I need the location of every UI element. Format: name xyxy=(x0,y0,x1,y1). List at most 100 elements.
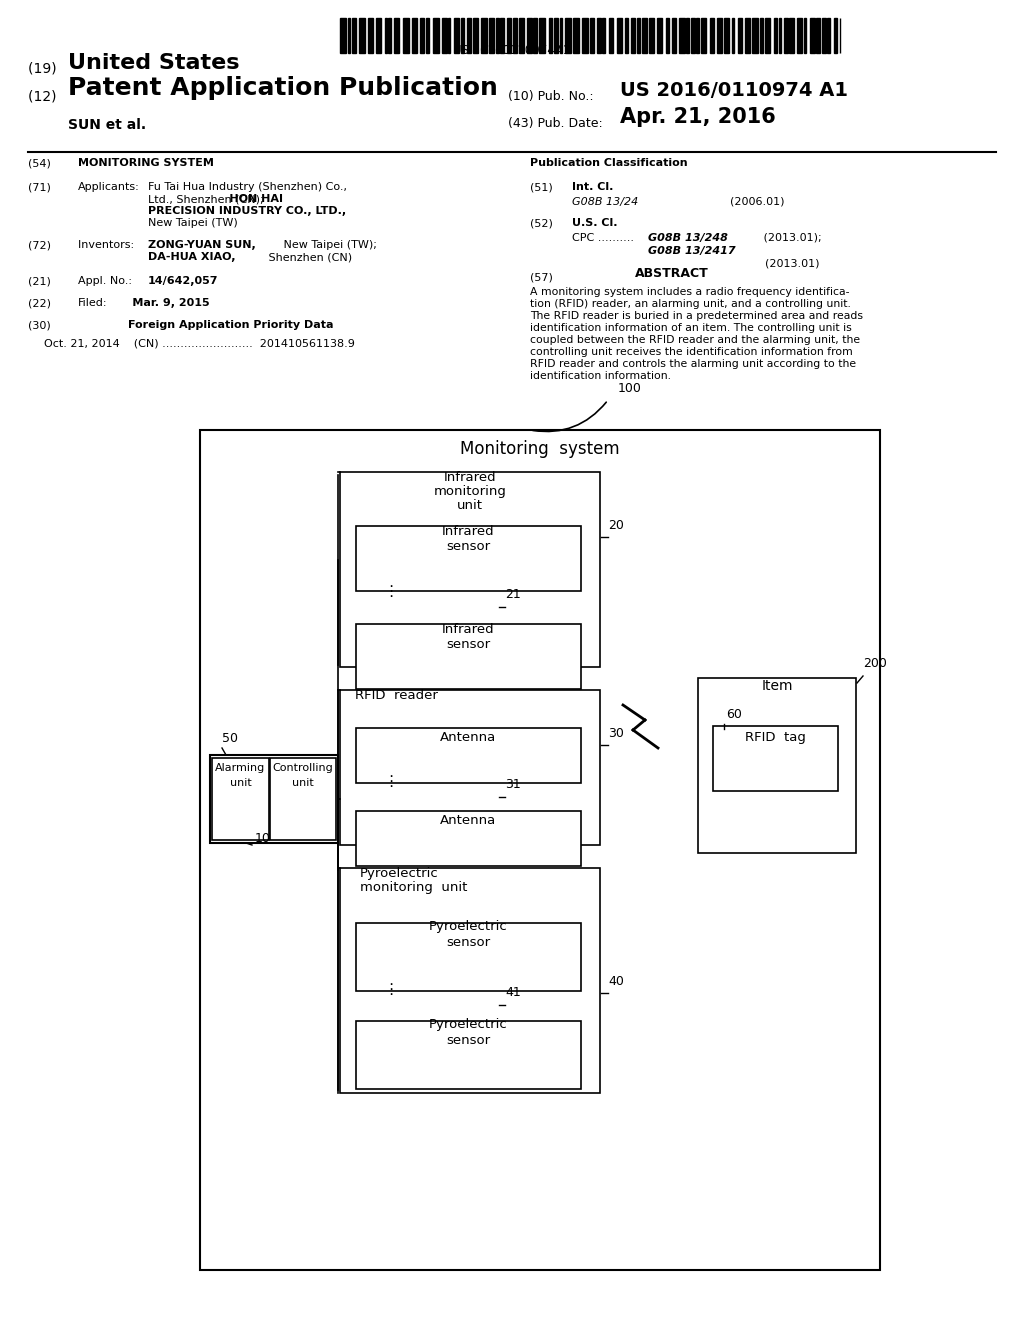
Bar xyxy=(385,18,387,53)
Bar xyxy=(340,473,600,667)
Text: (2006.01): (2006.01) xyxy=(730,197,784,207)
Text: Ltd., Shenzhen (CN);: Ltd., Shenzhen (CN); xyxy=(148,194,267,205)
Text: 100: 100 xyxy=(618,381,642,395)
Bar xyxy=(359,18,365,53)
Text: Pyroelectric: Pyroelectric xyxy=(429,920,508,933)
Bar xyxy=(657,18,663,53)
Bar xyxy=(810,18,815,53)
Text: US 2016/0110974 A1: US 2016/0110974 A1 xyxy=(620,81,848,100)
Text: ABSTRACT: ABSTRACT xyxy=(635,267,709,280)
Bar xyxy=(554,18,558,53)
Text: Item: Item xyxy=(761,678,793,693)
Text: MONITORING SYSTEM: MONITORING SYSTEM xyxy=(78,158,214,168)
Bar xyxy=(642,18,646,53)
Bar xyxy=(765,18,770,53)
Text: Filed:: Filed: xyxy=(78,298,108,308)
Text: 10: 10 xyxy=(255,832,271,845)
Text: Antenna: Antenna xyxy=(440,814,497,828)
Text: (22): (22) xyxy=(28,298,51,308)
Bar xyxy=(356,729,581,783)
Bar xyxy=(724,18,729,53)
Bar xyxy=(507,18,511,53)
Text: ⋮: ⋮ xyxy=(383,583,398,599)
Bar xyxy=(783,18,787,53)
Text: Infrared: Infrared xyxy=(443,471,497,484)
Text: PRECISION INDUSTRY CO., LTD.,: PRECISION INDUSTRY CO., LTD., xyxy=(148,206,346,216)
Text: (12): (12) xyxy=(28,88,60,103)
Text: coupled between the RFID reader and the alarming unit, the: coupled between the RFID reader and the … xyxy=(530,335,860,345)
Text: Mar. 9, 2015: Mar. 9, 2015 xyxy=(113,298,210,308)
Bar xyxy=(467,18,471,53)
Bar xyxy=(340,18,346,53)
Text: DA-HUA XIAO,: DA-HUA XIAO, xyxy=(148,252,236,261)
Bar xyxy=(698,678,856,853)
Bar xyxy=(673,18,676,53)
Bar xyxy=(270,758,336,840)
Bar xyxy=(356,1020,581,1089)
Text: unit: unit xyxy=(229,777,251,788)
Bar xyxy=(513,18,517,53)
Bar xyxy=(426,18,429,53)
Bar xyxy=(565,18,570,53)
Bar xyxy=(631,18,635,53)
Bar xyxy=(573,18,580,53)
Text: sensor: sensor xyxy=(446,1034,490,1047)
Bar xyxy=(827,18,830,53)
Bar xyxy=(609,18,612,53)
Text: (10) Pub. No.:: (10) Pub. No.: xyxy=(508,90,602,103)
Text: Appl. No.:: Appl. No.: xyxy=(78,276,135,286)
Text: G08B 13/24: G08B 13/24 xyxy=(572,197,638,207)
Bar xyxy=(816,18,819,53)
Bar xyxy=(489,18,495,53)
Bar xyxy=(834,18,837,53)
Bar xyxy=(710,18,715,53)
Text: Controlling: Controlling xyxy=(272,763,334,774)
Text: Antenna: Antenna xyxy=(440,731,497,744)
Bar xyxy=(352,18,356,53)
Bar xyxy=(473,18,478,53)
Bar xyxy=(356,624,581,689)
Text: identification information.: identification information. xyxy=(530,371,671,381)
Text: Int. Cl.: Int. Cl. xyxy=(572,182,613,191)
Bar xyxy=(667,18,669,53)
Bar xyxy=(648,18,653,53)
Text: 50: 50 xyxy=(222,733,238,744)
Text: Pyroelectric: Pyroelectric xyxy=(429,1018,508,1031)
Bar xyxy=(679,18,685,53)
Bar xyxy=(441,18,446,53)
Text: (54): (54) xyxy=(28,158,51,168)
Bar xyxy=(583,18,588,53)
Bar xyxy=(481,18,486,53)
Text: (72): (72) xyxy=(28,240,51,249)
Bar xyxy=(433,18,438,53)
Text: (43) Pub. Date:: (43) Pub. Date: xyxy=(508,117,603,129)
Text: A monitoring system includes a radio frequency identifica-: A monitoring system includes a radio fre… xyxy=(530,286,850,297)
Bar xyxy=(496,18,499,53)
Text: Foreign Application Priority Data: Foreign Application Priority Data xyxy=(128,319,334,330)
Text: Oct. 21, 2014    (CN) .........................  201410561138.9: Oct. 21, 2014 (CN) .....................… xyxy=(44,338,355,348)
Text: 20: 20 xyxy=(608,519,624,532)
Bar xyxy=(356,923,581,991)
Text: unit: unit xyxy=(457,499,483,512)
Text: 30: 30 xyxy=(608,727,624,741)
Text: (2013.01);: (2013.01); xyxy=(760,234,825,243)
Bar xyxy=(822,18,825,53)
Bar xyxy=(461,18,465,53)
Text: (21): (21) xyxy=(28,276,51,286)
Bar xyxy=(420,18,424,53)
Text: (57): (57) xyxy=(530,272,553,282)
Text: The RFID reader is buried in a predetermined area and reads: The RFID reader is buried in a predeterm… xyxy=(530,312,863,321)
Bar xyxy=(540,18,545,53)
Text: 200: 200 xyxy=(863,657,887,671)
Text: Inventors:: Inventors: xyxy=(78,240,137,249)
Text: Fu Tai Hua Industry (Shenzhen) Co.,: Fu Tai Hua Industry (Shenzhen) Co., xyxy=(148,182,347,191)
Bar xyxy=(449,18,451,53)
Bar xyxy=(602,18,605,53)
Text: ⋮: ⋮ xyxy=(383,774,398,789)
Bar xyxy=(686,18,689,53)
Bar xyxy=(394,18,399,53)
Text: Apr. 21, 2016: Apr. 21, 2016 xyxy=(620,107,776,127)
Text: (19): (19) xyxy=(28,61,61,75)
Text: tion (RFID) reader, an alarming unit, and a controlling unit.: tion (RFID) reader, an alarming unit, an… xyxy=(530,300,851,309)
Text: HON HAI: HON HAI xyxy=(148,194,283,205)
